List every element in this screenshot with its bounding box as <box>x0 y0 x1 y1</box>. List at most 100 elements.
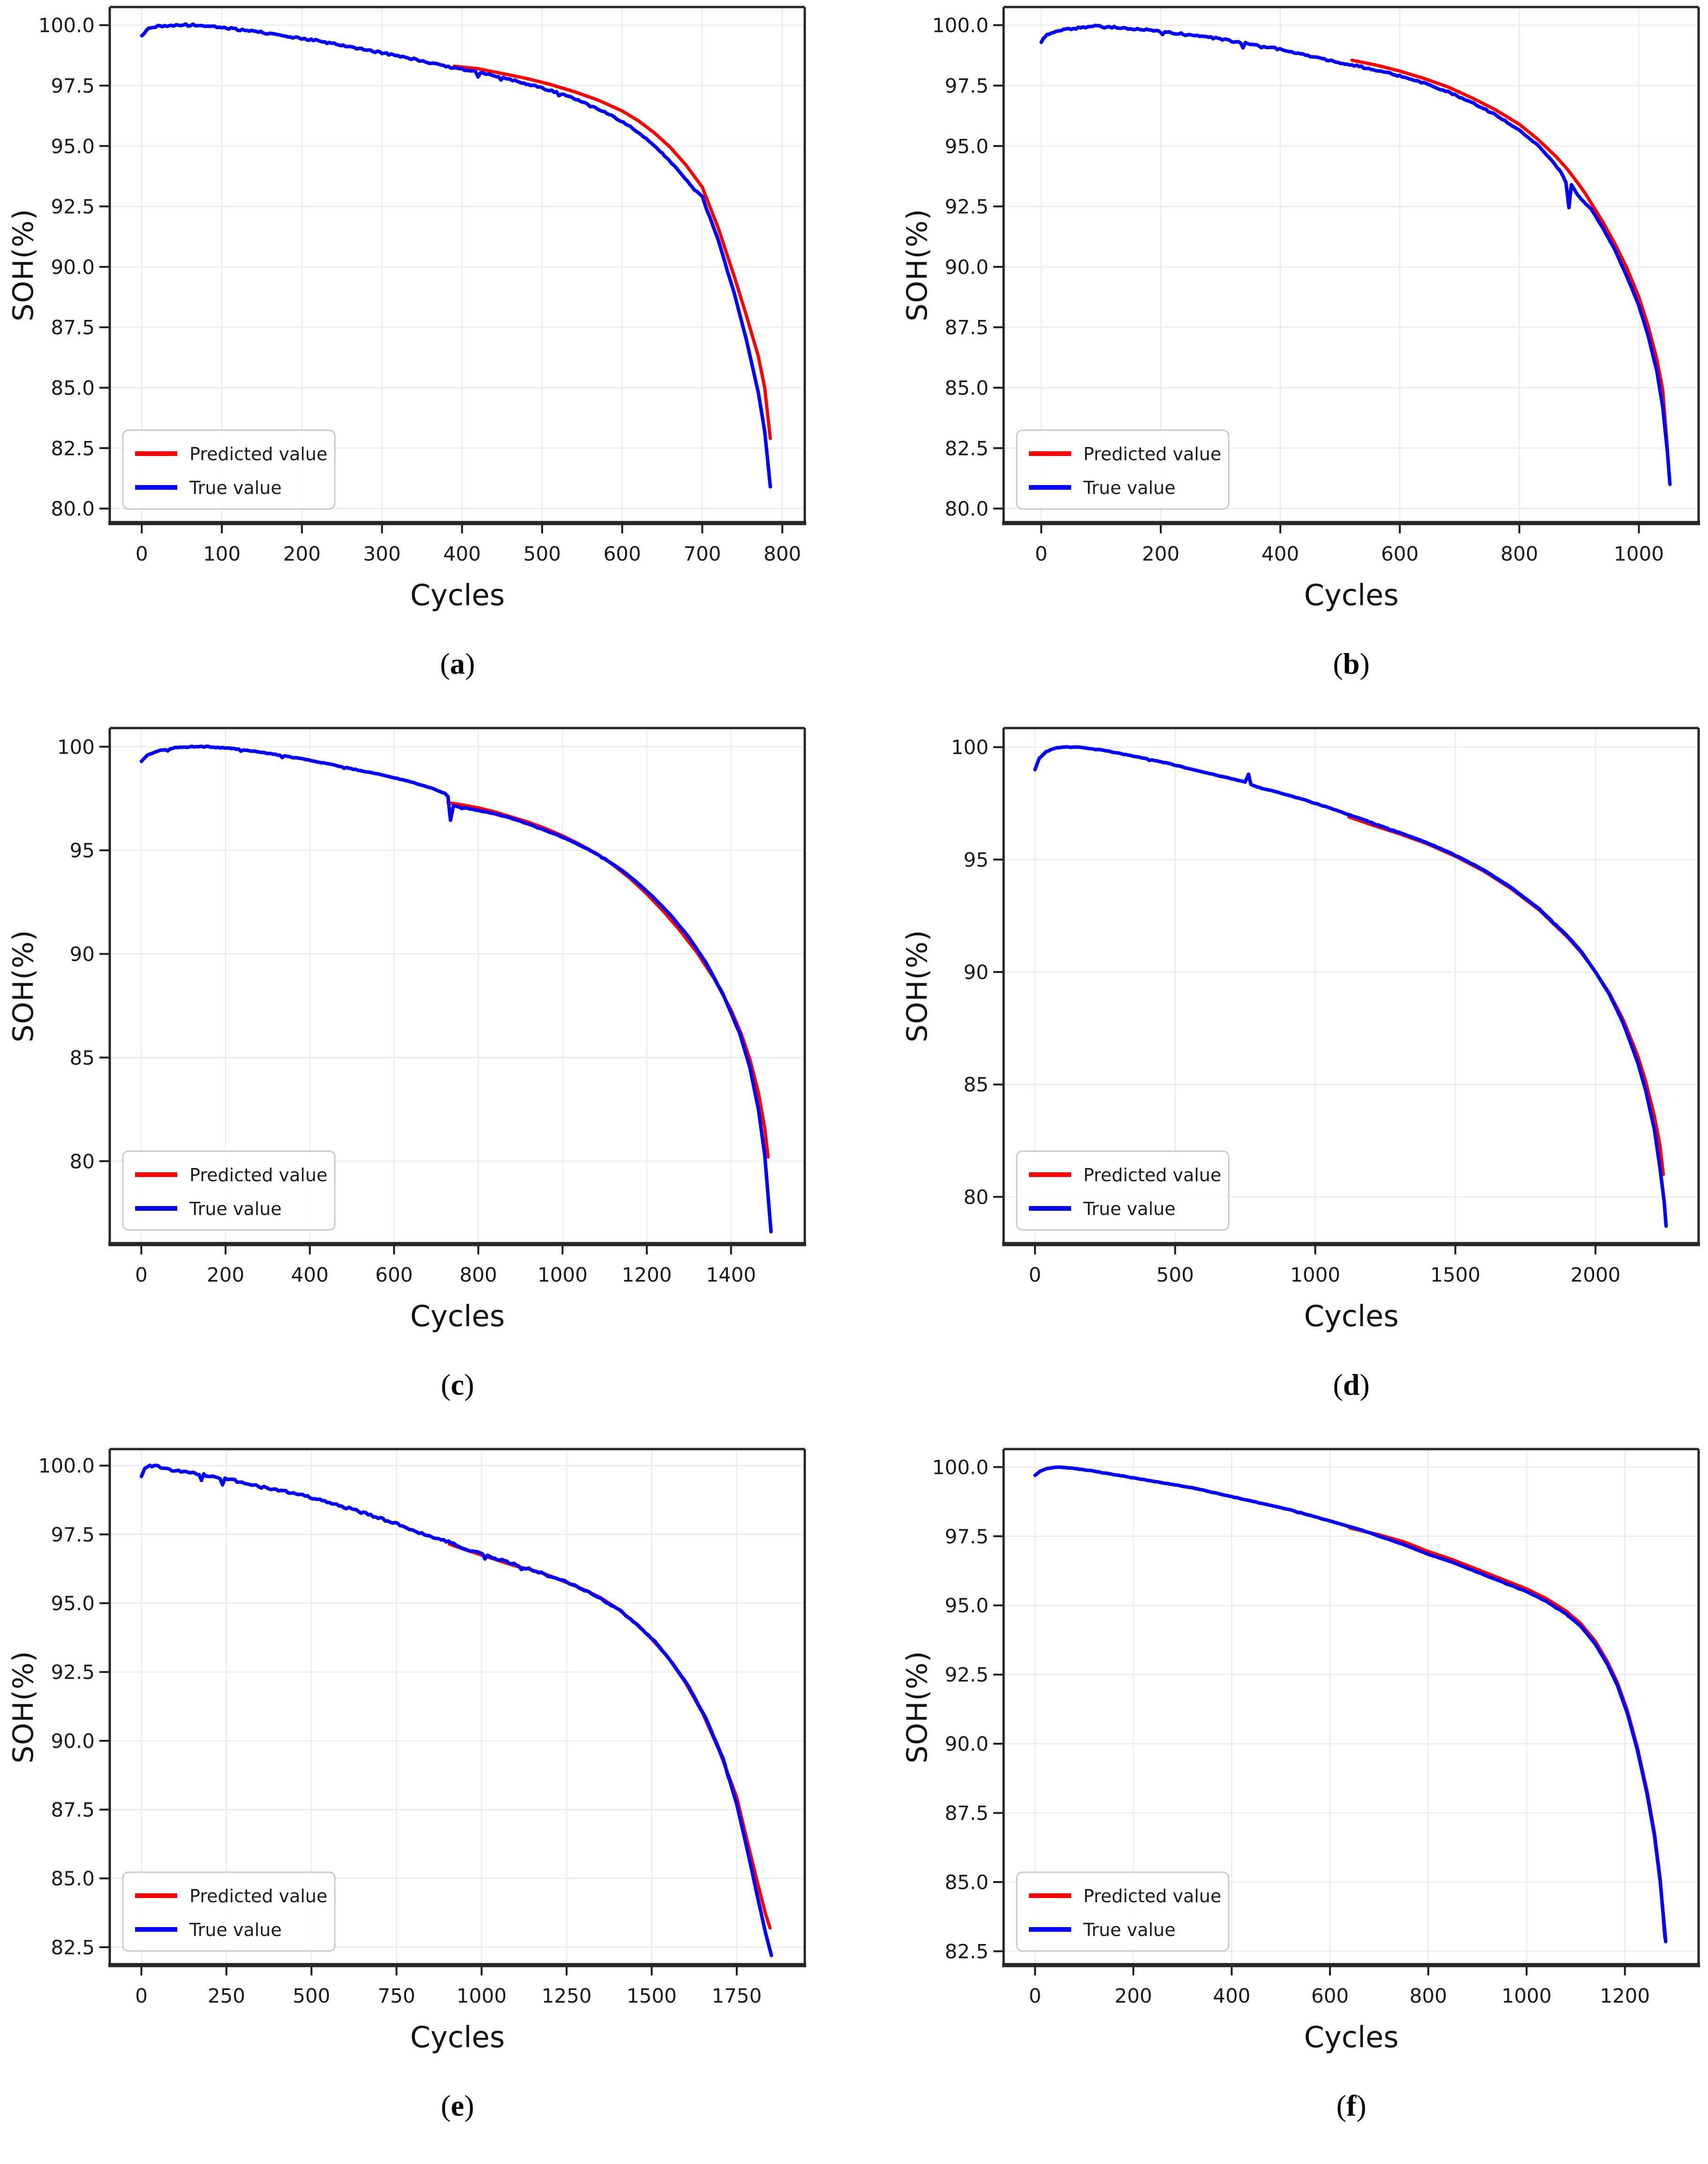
svg-text:1200: 1200 <box>1600 1984 1650 2007</box>
svg-text:85: 85 <box>70 1046 95 1069</box>
svg-text:True value: True value <box>189 1199 282 1219</box>
svg-text:600: 600 <box>1381 542 1419 565</box>
x-axis-label: Cycles <box>410 578 505 612</box>
svg-text:87.5: 87.5 <box>945 1802 989 1825</box>
svg-text:600: 600 <box>1311 1984 1349 2007</box>
svg-text:90: 90 <box>70 943 95 966</box>
svg-text:0: 0 <box>1035 542 1048 565</box>
svg-text:92.5: 92.5 <box>945 195 989 218</box>
svg-text:800: 800 <box>1501 542 1538 565</box>
svg-text:80: 80 <box>70 1150 95 1173</box>
svg-text:90.0: 90.0 <box>945 256 989 279</box>
svg-text:True value: True value <box>189 478 282 498</box>
chart-b-plot: 0 200 400 600 800 1000 80.0 82.5 85.0 87.5 90.0 92.… <box>932 6 1700 565</box>
svg-text:1400: 1400 <box>706 1263 756 1286</box>
svg-text:True value: True value <box>1083 478 1176 498</box>
chart-panel-c: SOH(%) 0 200 400 600 800 1000 1200 1400 80 85 90 95… <box>0 721 854 1442</box>
x-axis-label: Cycles <box>410 2020 505 2054</box>
svg-text:800: 800 <box>460 1263 497 1286</box>
svg-text:100: 100 <box>951 736 989 759</box>
svg-text:85.0: 85.0 <box>945 376 989 399</box>
svg-text:True value: True value <box>1083 1920 1176 1940</box>
svg-text:95.0: 95.0 <box>945 135 989 158</box>
svg-text:87.5: 87.5 <box>51 316 95 339</box>
svg-text:97.5: 97.5 <box>51 74 95 97</box>
svg-text:Predicted value: Predicted value <box>1083 444 1221 464</box>
svg-text:82.5: 82.5 <box>945 1940 989 1963</box>
chart-panel-d: SOH(%) 0 500 1000 1500 2000 80 85 90 95 100 Predic… <box>854 721 1708 1442</box>
caption-d: (d) <box>1333 1368 1370 1401</box>
svg-text:1000: 1000 <box>1290 1263 1340 1286</box>
svg-text:1000: 1000 <box>1614 542 1664 565</box>
chart-f-plot: 0 200 400 600 800 1000 1200 82.5 85.0 87.5 90.0 92.… <box>932 1448 1700 2007</box>
svg-text:87.5: 87.5 <box>51 1799 95 1822</box>
caption-c: (c) <box>440 1368 475 1401</box>
svg-text:0: 0 <box>135 1984 148 2007</box>
chart-d-plot: 0 500 1000 1500 2000 80 85 90 95 100 Predicted val… <box>951 727 1700 1286</box>
svg-text:Predicted value: Predicted value <box>1083 1165 1221 1185</box>
svg-text:600: 600 <box>604 542 641 565</box>
svg-text:Predicted value: Predicted value <box>189 1165 327 1185</box>
svg-text:Predicted value: Predicted value <box>189 444 327 464</box>
caption-a: (a) <box>440 647 475 680</box>
svg-text:90.0: 90.0 <box>51 256 95 279</box>
svg-text:100: 100 <box>203 542 241 565</box>
svg-text:1500: 1500 <box>627 1984 677 2007</box>
x-axis-label: Cycles <box>1304 578 1399 612</box>
svg-text:200: 200 <box>283 542 321 565</box>
svg-text:300: 300 <box>363 542 401 565</box>
chart-panel-f: SOH(%) 0 200 400 600 800 1000 1200 82.5 85.0 87.5… <box>854 1442 1708 2163</box>
svg-text:1750: 1750 <box>711 1984 762 2007</box>
svg-text:750: 750 <box>378 1984 415 2007</box>
svg-text:Predicted value: Predicted value <box>1083 1886 1221 1906</box>
svg-text:80.0: 80.0 <box>945 497 989 520</box>
svg-text:85.0: 85.0 <box>51 376 95 399</box>
svg-text:1500: 1500 <box>1430 1263 1481 1286</box>
svg-text:85: 85 <box>964 1073 989 1096</box>
svg-text:85.0: 85.0 <box>945 1871 989 1894</box>
chart-panel-e: SOH(%) 0 250 500 750 1000 1250 1500 1750 82.5 85.… <box>0 1442 854 2163</box>
svg-text:92.5: 92.5 <box>945 1663 989 1686</box>
svg-text:82.5: 82.5 <box>945 437 989 460</box>
svg-text:1250: 1250 <box>542 1984 592 2007</box>
svg-text:400: 400 <box>1213 1984 1250 2007</box>
svg-text:200: 200 <box>1115 1984 1152 2007</box>
svg-text:400: 400 <box>1262 542 1299 565</box>
svg-text:800: 800 <box>763 542 801 565</box>
svg-text:0: 0 <box>1029 1263 1042 1286</box>
svg-text:2000: 2000 <box>1571 1263 1621 1286</box>
svg-text:95.0: 95.0 <box>51 1592 95 1615</box>
svg-text:200: 200 <box>207 1263 244 1286</box>
svg-text:82.5: 82.5 <box>51 437 95 460</box>
svg-text:250: 250 <box>208 1984 245 2007</box>
svg-text:600: 600 <box>375 1263 413 1286</box>
svg-text:95: 95 <box>70 839 95 862</box>
svg-text:500: 500 <box>523 542 561 565</box>
x-axis-label: Cycles <box>1304 1299 1399 1333</box>
svg-text:85.0: 85.0 <box>51 1867 95 1890</box>
chart-e-plot: 0 250 500 750 1000 1250 1500 1750 82.5 85.0 87.5 90… <box>38 1448 806 2007</box>
caption-e: (e) <box>440 2089 475 2122</box>
chart-a-plot: 0 100 200 300 400 500 600 700 800 80.0 82.5 85.0 87.… <box>38 6 806 565</box>
svg-text:95.0: 95.0 <box>51 135 95 158</box>
svg-text:97.5: 97.5 <box>51 1523 95 1546</box>
svg-text:400: 400 <box>443 542 481 565</box>
svg-text:400: 400 <box>291 1263 329 1286</box>
svg-text:92.5: 92.5 <box>51 195 95 218</box>
svg-text:95.0: 95.0 <box>945 1594 989 1617</box>
svg-text:1200: 1200 <box>622 1263 672 1286</box>
x-axis-label: Cycles <box>1304 2020 1399 2054</box>
svg-text:80: 80 <box>964 1185 989 1208</box>
svg-text:800: 800 <box>1409 1984 1447 2007</box>
svg-text:700: 700 <box>683 542 721 565</box>
caption-b: (b) <box>1333 647 1370 680</box>
chart-panel-a: SOH(%) 0 100 200 300 400 500 600 700 800 80.0 82.5… <box>0 0 854 721</box>
svg-text:100.0: 100.0 <box>38 1454 95 1477</box>
svg-text:82.5: 82.5 <box>51 1936 95 1959</box>
svg-text:100: 100 <box>57 736 95 759</box>
chart-panel-b: SOH(%) 0 200 400 600 800 1000 80.0 82.5 85.0 87.5… <box>854 0 1708 721</box>
svg-text:97.5: 97.5 <box>945 74 989 97</box>
svg-text:1000: 1000 <box>537 1263 588 1286</box>
svg-text:500: 500 <box>293 1984 330 2007</box>
